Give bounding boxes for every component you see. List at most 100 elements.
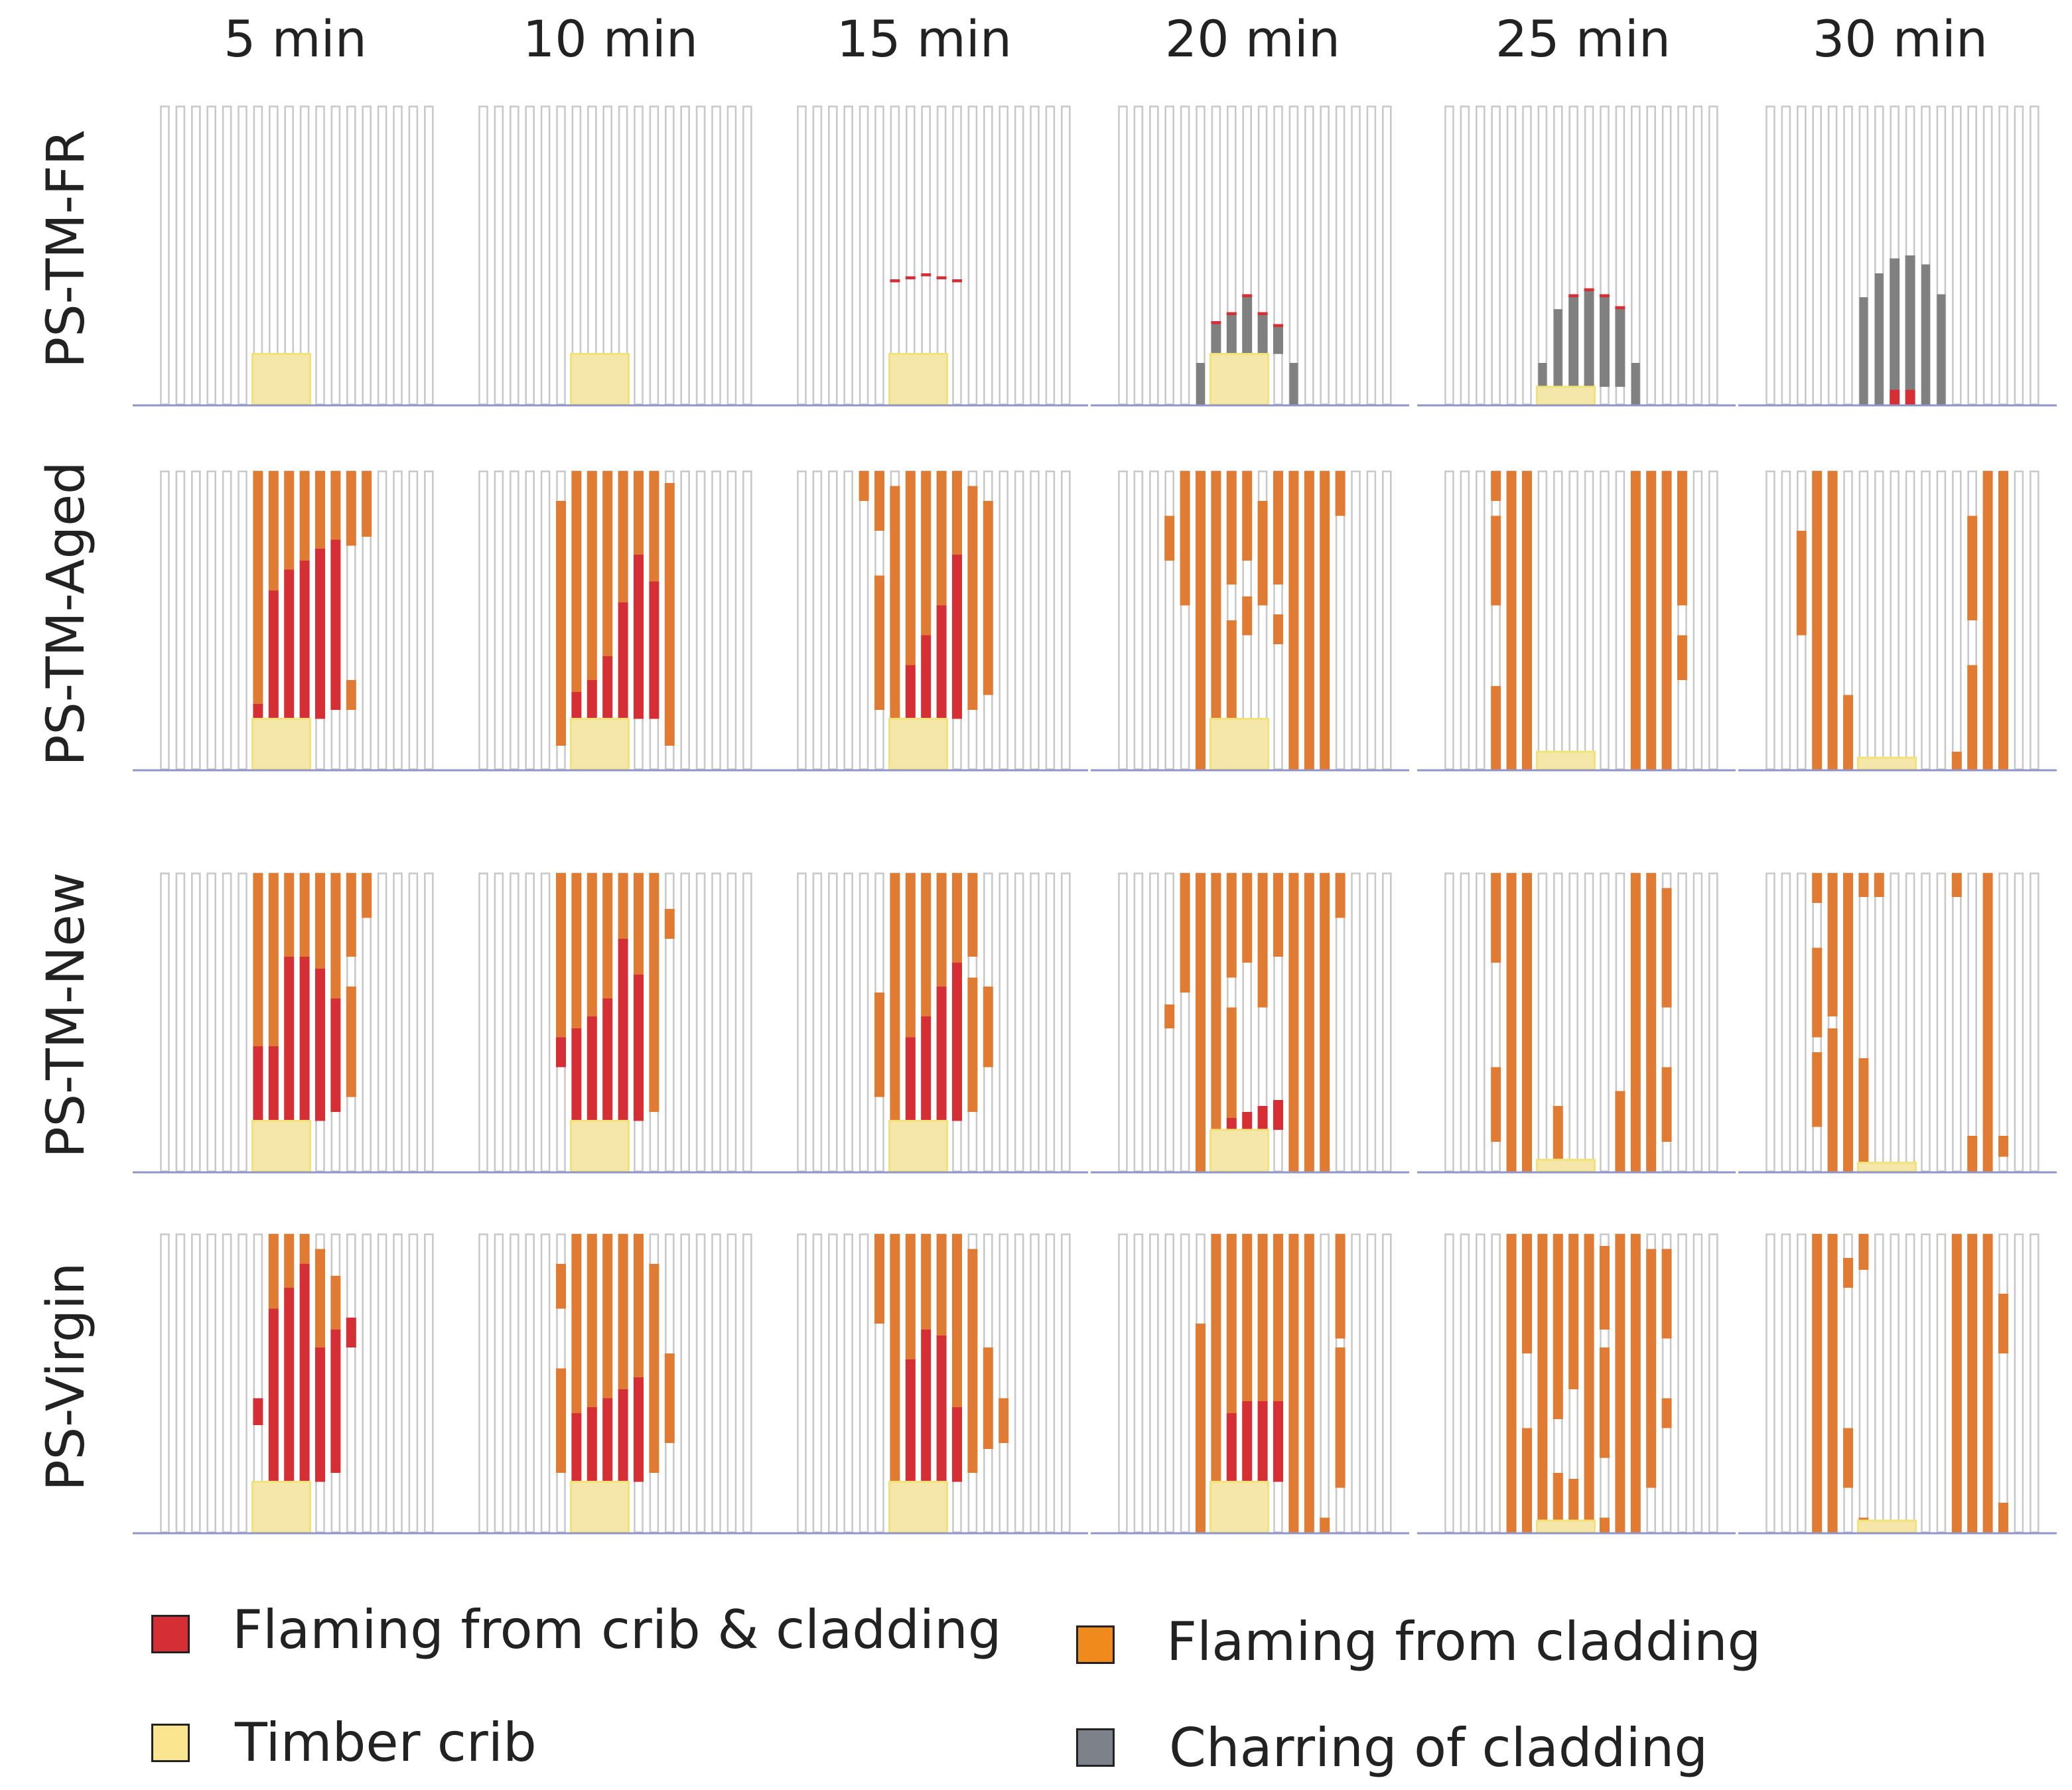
flame-cladding-segment xyxy=(571,471,582,692)
cladding-strip xyxy=(1890,1233,1899,1533)
flame-cladding-segment xyxy=(1600,1246,1610,1330)
cladding-strip xyxy=(680,105,690,405)
flame-cladding-segment xyxy=(1646,873,1657,1172)
cladding-strip xyxy=(1014,872,1024,1172)
flame-cladding-segment xyxy=(618,873,628,939)
flame-cladding-segment xyxy=(1967,1136,1978,1172)
cladding-strip xyxy=(206,1233,217,1533)
flame-cladding-segment xyxy=(1661,471,1672,770)
flame-cladding-segment xyxy=(1242,471,1253,561)
flame-cladding-segment xyxy=(1553,1473,1563,1533)
cladding-strip xyxy=(812,872,823,1172)
flame-cladding-segment xyxy=(1998,1136,2008,1157)
flame-crib-segment xyxy=(634,555,644,719)
flame-cladding-segment xyxy=(1320,471,1330,770)
flame-cladding-segment xyxy=(1827,1234,1838,1533)
flame-cladding-segment xyxy=(1827,471,1838,770)
cladding-strip xyxy=(1708,1233,1718,1533)
flame-cladding-segment xyxy=(1630,873,1641,1172)
cladding-strip xyxy=(1797,105,1807,405)
cladding-strip xyxy=(175,105,186,405)
cladding-strip xyxy=(843,1233,853,1533)
cladding-strip xyxy=(362,105,372,405)
flame-cladding-segment xyxy=(299,1234,310,1264)
cladding-strip xyxy=(175,470,186,770)
panel-ps-virgin-10-min xyxy=(451,1233,770,1535)
flame-crib-segment xyxy=(330,539,341,710)
cladding-strip xyxy=(1765,105,1775,405)
flame-cladding-segment xyxy=(936,1234,947,1336)
cladding-strip xyxy=(525,872,535,1172)
cladding-strip xyxy=(393,470,403,770)
flame-cladding-segment xyxy=(1288,873,1299,1172)
timber-crib xyxy=(888,1481,949,1534)
cladding-strip xyxy=(377,105,387,405)
cladding-strip xyxy=(1133,470,1144,770)
flame-cladding-segment xyxy=(921,471,932,636)
panel-ps-tm-aged-10-min xyxy=(451,470,770,772)
char-segment xyxy=(1257,315,1268,354)
cladding-strip xyxy=(1631,105,1641,405)
legend-swatch-crib xyxy=(151,1724,190,1762)
cladding-strip xyxy=(1568,872,1578,1172)
cladding-strip xyxy=(206,872,217,1172)
cladding-strip xyxy=(1030,470,1040,770)
cladding-strip xyxy=(1998,1233,2008,1533)
cladding-strip xyxy=(1118,1233,1128,1533)
flame-cladding-segment xyxy=(1180,873,1190,993)
cladding-strip xyxy=(2030,1233,2039,1533)
flame-crib-segment xyxy=(315,1347,325,1482)
cladding-strip xyxy=(362,1233,372,1533)
cladding-strip xyxy=(1890,470,1899,770)
flame-crib-segment xyxy=(1273,1401,1283,1482)
flame-cladding-segment xyxy=(1951,873,1962,897)
timber-crib xyxy=(569,1481,630,1534)
cladding-strip xyxy=(160,1233,170,1533)
cladding-strip xyxy=(1522,105,1532,405)
flame-crib-segment xyxy=(1257,312,1268,315)
cladding-strip xyxy=(999,470,1008,770)
cladding-strip xyxy=(1335,105,1346,405)
cladding-strip xyxy=(377,1233,387,1533)
cladding-strip xyxy=(1998,105,2008,405)
cladding-strip xyxy=(726,872,737,1172)
cladding-strip xyxy=(1584,470,1594,770)
cladding-strip xyxy=(362,872,372,1172)
cladding-strip xyxy=(1982,105,1993,405)
flame-cladding-segment xyxy=(602,1234,613,1399)
flame-cladding-segment xyxy=(890,873,900,1172)
flame-cladding-segment xyxy=(1491,873,1501,963)
char-segment xyxy=(1905,255,1915,390)
cladding-strip xyxy=(1014,470,1024,770)
cladding-strip xyxy=(1014,105,1024,405)
flame-crib-segment xyxy=(268,590,279,719)
flame-cladding-segment xyxy=(649,1264,659,1473)
cladding-strip xyxy=(423,470,434,770)
flame-crib-segment xyxy=(284,569,295,719)
cladding-strip xyxy=(2030,105,2039,405)
flame-cladding-segment xyxy=(1304,873,1314,1172)
cladding-strip xyxy=(525,105,535,405)
flame-crib-segment xyxy=(921,635,932,719)
cladding-strip xyxy=(478,1233,488,1533)
cladding-strip xyxy=(478,105,488,405)
cladding-strip xyxy=(797,470,807,770)
cladding-strip xyxy=(1030,872,1040,1172)
cladding-strip xyxy=(346,105,356,405)
row-title-ps-tm-new: PS-TM-New xyxy=(36,872,96,1158)
cladding-strip xyxy=(726,105,737,405)
timber-crib xyxy=(569,353,630,406)
cladding-strip xyxy=(1335,470,1346,770)
cladding-strip xyxy=(190,872,201,1172)
panel-ps-tm-fr-10-min xyxy=(451,105,770,407)
cladding-strip xyxy=(1952,105,1962,405)
flame-cladding-segment xyxy=(1951,1234,1962,1533)
flame-cladding-segment xyxy=(253,471,263,704)
flame-cladding-segment xyxy=(967,977,978,1112)
char-segment xyxy=(1226,315,1237,354)
cladding-strip xyxy=(695,105,706,405)
flame-crib-segment xyxy=(330,998,341,1112)
cladding-strip xyxy=(222,872,232,1172)
flame-crib-segment xyxy=(1257,1106,1268,1130)
